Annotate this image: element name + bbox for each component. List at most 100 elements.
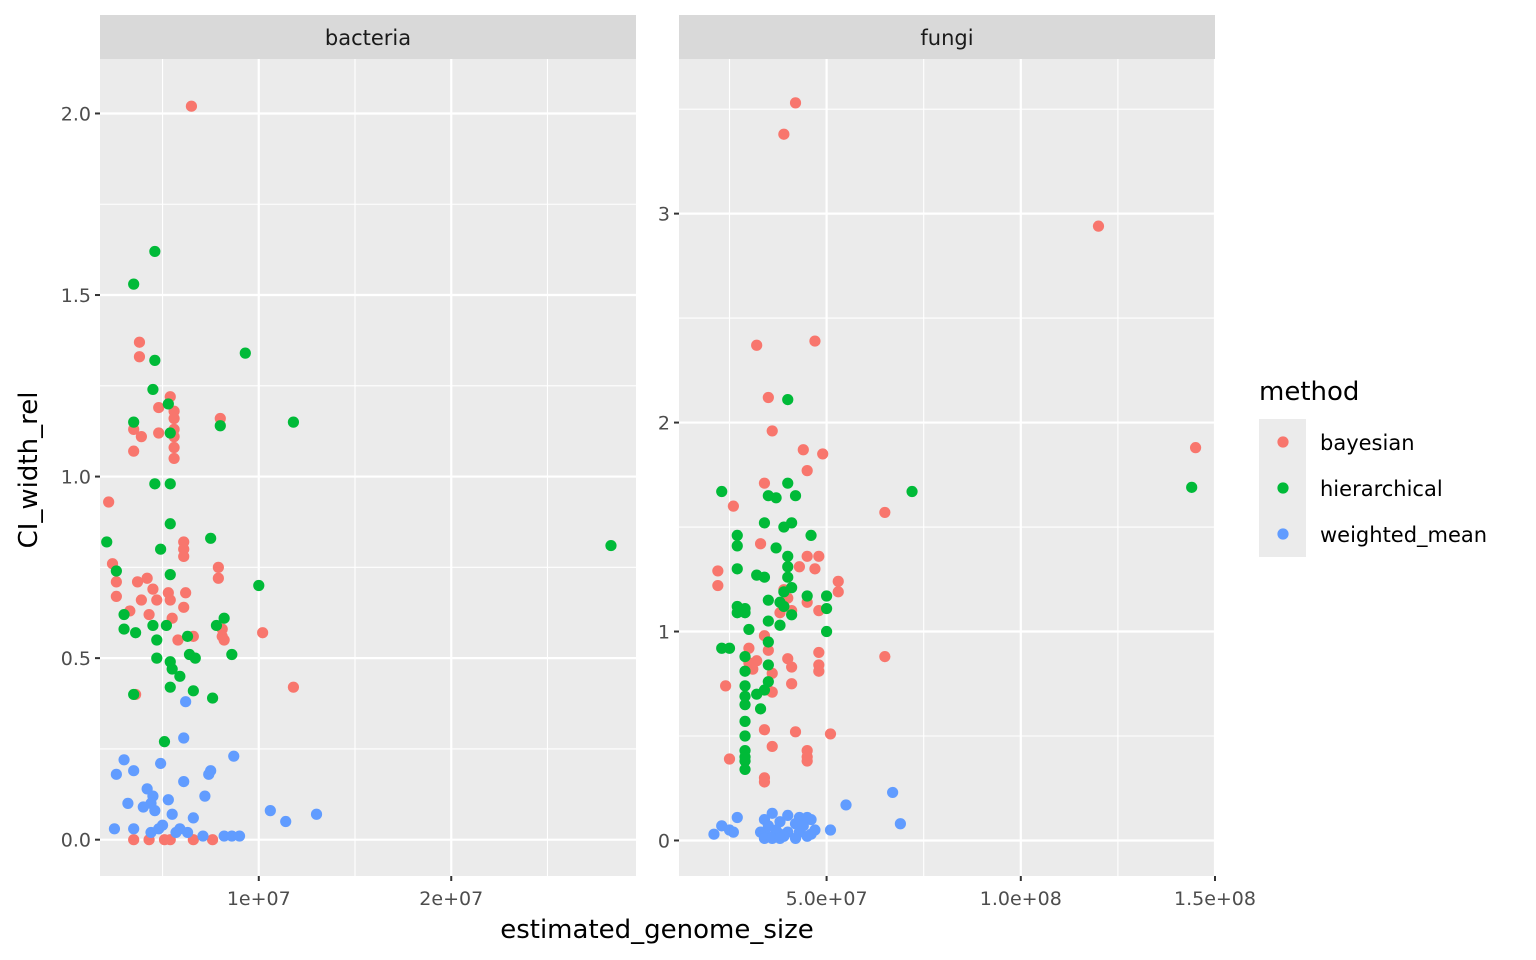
legend-label: bayesian: [1320, 431, 1415, 455]
data-point-hierarchical: [782, 477, 794, 489]
legend-label: weighted_mean: [1320, 523, 1487, 548]
data-point-bayesian: [789, 97, 802, 109]
x-tick-label: 2e+07: [419, 888, 483, 910]
data-point-weighted_mean: [766, 807, 778, 819]
data-point-hierarchical: [187, 685, 199, 697]
data-point-hierarchical: [801, 590, 813, 602]
data-point-bayesian: [153, 427, 165, 439]
data-point-bayesian: [743, 642, 755, 654]
data-point-hierarchical: [210, 619, 223, 632]
data-point-weighted_mean: [181, 826, 194, 839]
strip-label: bacteria: [325, 26, 411, 50]
legend-key-weighted_mean: [1277, 528, 1289, 540]
data-point-hierarchical: [789, 490, 802, 502]
y-tick-label: 1: [658, 622, 670, 644]
data-point-weighted_mean: [766, 832, 778, 844]
data-point-weighted_mean: [731, 811, 743, 824]
y-tick-label: 1.5: [61, 285, 91, 307]
data-point-hierarchical: [205, 532, 217, 544]
data-point-bayesian: [879, 506, 891, 519]
data-point-hierarchical: [149, 478, 161, 490]
x-tick-label: 1e+07: [227, 888, 291, 910]
data-point-weighted_mean: [758, 832, 771, 844]
data-point-weighted_mean: [128, 765, 140, 777]
data-point-hierarchical: [155, 543, 167, 555]
data-point-hierarchical: [174, 670, 186, 682]
data-point-bayesian: [712, 565, 724, 577]
data-point-hierarchical: [164, 427, 176, 439]
data-point-bayesian: [178, 550, 190, 563]
data-point-hierarchical: [164, 478, 176, 490]
data-point-hierarchical: [762, 659, 774, 671]
data-point-hierarchical: [820, 602, 833, 615]
data-point-hierarchical: [731, 563, 743, 575]
data-point-weighted_mean: [187, 812, 199, 824]
strip-label: fungi: [920, 26, 973, 50]
data-point-hierarchical: [731, 529, 743, 542]
data-point-hierarchical: [739, 690, 751, 702]
data-point-hierarchical: [214, 420, 226, 432]
data-point-bayesian: [778, 128, 790, 140]
data-point-bayesian: [168, 412, 180, 425]
data-point-hierarchical: [149, 354, 161, 366]
legend-key-hierarchical: [1277, 482, 1289, 494]
data-point-bayesian: [1189, 442, 1202, 454]
data-point-hierarchical: [239, 347, 251, 359]
data-point-hierarchical: [160, 619, 172, 632]
data-point-hierarchical: [166, 663, 178, 675]
data-point-hierarchical: [118, 623, 130, 635]
data-point-bayesian: [762, 391, 774, 404]
data-point-hierarchical: [751, 688, 763, 700]
data-point-bayesian: [809, 563, 821, 575]
data-point-weighted_mean: [145, 826, 157, 839]
data-point-hierarchical: [128, 278, 140, 290]
data-point-bayesian: [801, 755, 813, 767]
data-point-hierarchical: [782, 393, 794, 406]
data-point-weighted_mean: [233, 830, 246, 842]
data-point-hierarchical: [739, 651, 751, 663]
data-point-hierarchical: [1186, 481, 1198, 493]
data-point-bayesian: [151, 594, 163, 606]
data-point-bayesian: [1092, 220, 1105, 232]
x-tick-label: 1.0e+08: [980, 888, 1062, 910]
data-point-bayesian: [789, 726, 802, 738]
data-point-weighted_mean: [782, 809, 794, 822]
data-point-weighted_mean: [264, 805, 276, 817]
data-point-hierarchical: [782, 550, 794, 562]
data-point-bayesian: [135, 594, 147, 606]
data-point-weighted_mean: [108, 823, 121, 835]
data-point-bayesian: [793, 561, 806, 573]
data-point-bayesian: [782, 653, 794, 665]
data-point-bayesian: [813, 550, 825, 562]
panel-bacteria: bacteria 0.0 0.5 1.0 1.5 2.0 1e+07 2e+07: [61, 15, 636, 910]
data-point-hierarchical: [164, 681, 176, 693]
data-point-weighted_mean: [178, 732, 190, 744]
data-point-hierarchical: [758, 571, 771, 583]
data-point-hierarchical: [101, 536, 113, 548]
data-point-bayesian: [180, 587, 192, 599]
data-point-bayesian: [762, 644, 774, 656]
legend-label: hierarchical: [1320, 477, 1443, 501]
data-point-hierarchical: [739, 730, 751, 742]
data-point-bayesian: [758, 724, 771, 736]
data-point-hierarchical: [147, 383, 159, 396]
data-point-hierarchical: [218, 612, 230, 624]
data-point-hierarchical: [128, 416, 140, 428]
data-point-bayesian: [131, 576, 144, 588]
panel-fungi: fungi 0 1 2 3 5.0e+07 1.0e+08 1.5e+08: [658, 15, 1256, 910]
data-point-bayesian: [758, 477, 771, 489]
data-point-weighted_mean: [226, 830, 238, 842]
data-point-bayesian: [813, 646, 825, 659]
strip-background: [100, 15, 636, 59]
data-point-weighted_mean: [228, 750, 240, 762]
data-point-hierarchical: [716, 485, 728, 498]
data-point-bayesian: [153, 401, 165, 414]
data-point-hierarchical: [805, 529, 817, 542]
legend-title: method: [1259, 377, 1359, 407]
data-point-bayesian: [832, 575, 844, 587]
y-tick-label: 2.0: [61, 103, 91, 125]
data-point-hierarchical: [770, 542, 782, 554]
data-point-weighted_mean: [218, 830, 230, 842]
data-point-bayesian: [754, 538, 767, 550]
data-point-weighted_mean: [122, 797, 134, 809]
